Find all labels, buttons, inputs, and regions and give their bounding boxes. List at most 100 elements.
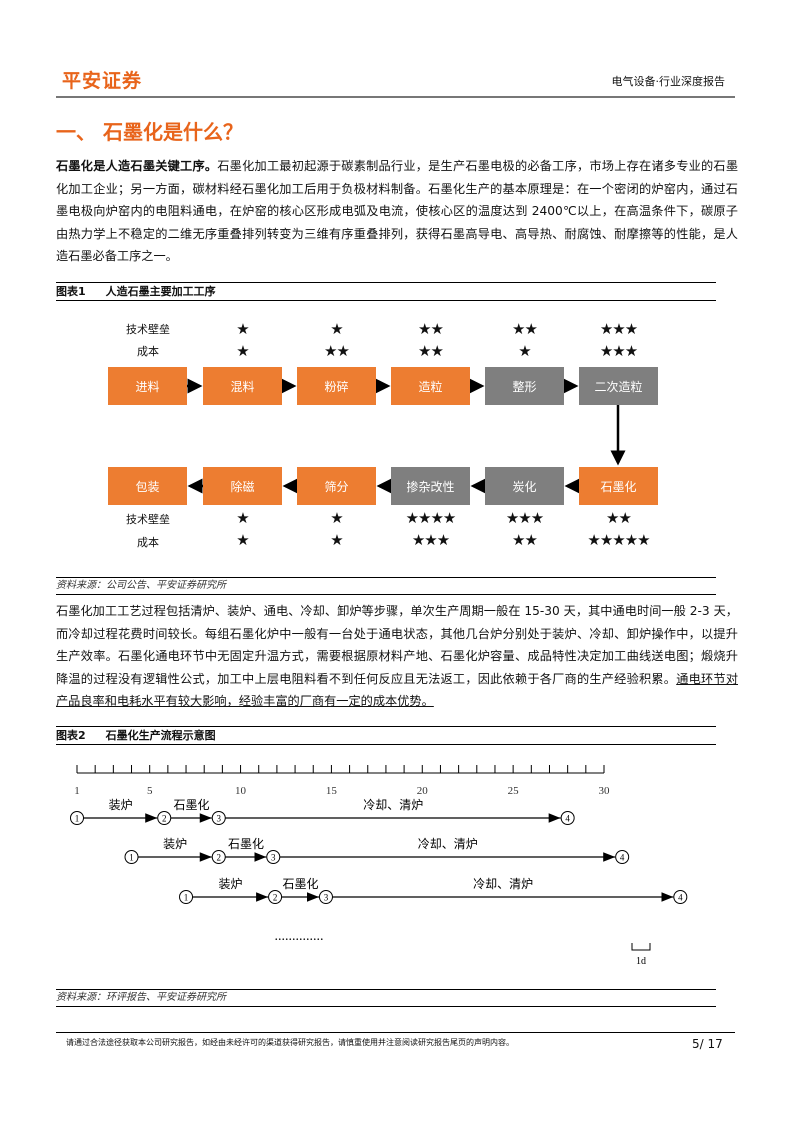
ellipsis: ..............	[275, 929, 324, 944]
stage-node-label: 3	[216, 814, 221, 824]
stage-node-label: 2	[162, 814, 167, 824]
stage-label: 冷却、清炉	[363, 798, 423, 812]
stage-node-label: 2	[216, 853, 221, 863]
figure2-source: 资料来源：环评报告、平安证券研究所	[56, 989, 716, 1007]
row-label-barrier: 技术壁垒	[126, 513, 170, 526]
stage-node-label: 2	[273, 893, 278, 903]
ruler-tick-label: 15	[326, 785, 338, 797]
rating-stars-barrier: ★	[330, 320, 343, 338]
figure2-caption: 石墨化生产流程示意图	[105, 729, 216, 742]
ruler-tick-label: 25	[508, 785, 520, 797]
rating-stars-barrier: ★★★	[505, 509, 544, 527]
rating-stars-cost: ★★	[512, 531, 538, 549]
rating-stars-cost: ★★★	[411, 531, 450, 549]
ruler-tick-label: 5	[147, 785, 153, 797]
paragraph-text: 石墨化加工工艺过程包括清炉、装炉、通电、冷却、卸炉等步骤，单次生产周期一般在 1…	[56, 604, 738, 686]
process-step-box: 二次造粒	[579, 367, 658, 405]
scale-bar	[631, 943, 651, 951]
process-step-box: 除磁	[203, 467, 282, 505]
process-step-box: 进料	[108, 367, 187, 405]
footer-divider	[56, 1032, 735, 1033]
stage-node	[70, 811, 84, 825]
rating-stars-cost: ★	[518, 342, 531, 360]
process-step-box: 炭化	[485, 467, 564, 505]
stage-node-label: 4	[620, 853, 625, 863]
flow-arrows	[187, 378, 626, 494]
rating-stars-barrier: ★★	[512, 320, 538, 338]
paragraph-lead: 石墨化是人造石墨关键工序。	[56, 159, 218, 173]
ruler-tick-label: 30	[599, 785, 611, 797]
rating-stars-barrier: ★★	[418, 320, 444, 338]
scale-label: 1d	[636, 956, 646, 967]
rating-stars-cost: ★★	[324, 342, 350, 360]
process-step-box: 石墨化	[579, 467, 658, 505]
footer-disclaimer: 请通过合法途径获取本公司研究报告，如经由未经许可的渠道获得研究报告，请慎重使用并…	[66, 1038, 514, 1047]
stage-node	[673, 890, 688, 904]
stage-label: 石墨化	[283, 877, 319, 891]
figure1-title: 图表1 人造石墨主要加工工序	[56, 282, 716, 301]
stage-label: 石墨化	[173, 798, 209, 812]
rating-stars-barrier: ★	[236, 320, 249, 338]
underlined-conclusion: 通电环节对产品良率和电耗水平有较大影响，经验丰富的厂商有一定的成本优势。	[56, 671, 739, 709]
row-label-cost: 成本	[137, 345, 159, 358]
process-step-box: 包装	[108, 467, 187, 505]
stage-node	[211, 811, 226, 825]
ruler-tick-label: 20	[417, 785, 429, 797]
row-label-cost: 成本	[137, 536, 159, 549]
paragraph-1: 石墨化是人造石墨关键工序。石墨化加工最初起源于碳素制品行业，是生产石墨电极的必备…	[56, 155, 738, 268]
ruler-tick-label: 10	[235, 785, 247, 797]
stage-node	[124, 850, 139, 864]
header-divider	[56, 96, 735, 98]
figure1-source: 资料来源：公司公告、平安证券研究所	[56, 577, 716, 595]
graphitization-timeline-diagram: 1 5 10 15 20 25 301 2 3 4装炉 石墨化 冷却、清炉1 2 3 4装炉 石墨化 冷却、清炉…	[70, 765, 688, 967]
process-step-box: 造粒	[391, 367, 470, 405]
paragraph-text: 石墨化加工最初起源于碳素制品行业，是生产石墨电极的必备工序，市场上存在诸多专业的…	[56, 159, 739, 263]
process-step-box: 整形	[485, 367, 564, 405]
report-type: 电气设备·行业深度报告	[611, 75, 726, 88]
stage-label: 装炉	[109, 798, 133, 812]
stage-node-label: 4	[678, 893, 683, 903]
stage-node	[211, 850, 226, 864]
stage-node	[266, 850, 281, 864]
stage-label: 石墨化	[228, 837, 264, 851]
stage-node-label: 1	[184, 893, 189, 903]
rating-stars-cost: ★	[330, 531, 343, 549]
stage-node	[560, 811, 575, 825]
process-step-box: 粉碎	[297, 367, 376, 405]
rating-stars-barrier: ★	[236, 509, 249, 527]
stage-node	[179, 890, 194, 904]
stage-node	[615, 850, 630, 864]
process-step-box: 筛分	[297, 467, 376, 505]
figure1-caption: 人造石墨主要加工工序	[105, 285, 216, 298]
figure1-label: 图表1	[56, 285, 86, 298]
process-step-box: 混料	[203, 367, 282, 405]
stage-label: 装炉	[163, 837, 187, 851]
rating-stars-barrier: ★★★	[599, 320, 638, 338]
rating-stars-barrier: ★★★★	[405, 509, 457, 527]
stage-node	[268, 890, 283, 904]
figure2-label: 图表2	[56, 729, 86, 742]
figure2-title: 图表2 石墨化生产流程示意图	[56, 726, 716, 745]
stage-node	[157, 811, 172, 825]
rating-stars-cost: ★★	[418, 342, 444, 360]
process-flow-diagram: 技术壁垒 成本 技术壁垒 成本 进料 ★ ★ 混料 ★ ★★ 粉碎 ★★ ★★ 造粒 ★★ ★ 整形 ★★…	[108, 320, 658, 549]
rating-stars-barrier: ★★	[606, 509, 632, 527]
process-step-box: 掺杂改性	[391, 467, 470, 505]
row-label-barrier: 技术壁垒	[126, 323, 170, 336]
section-title: 一、 石墨化是什么？	[56, 120, 243, 144]
rating-stars-cost: ★	[236, 342, 249, 360]
stage-node	[318, 890, 333, 904]
stage-node-label: 1	[129, 853, 134, 863]
stage-node-label: 1	[75, 814, 80, 824]
company-logo: 平安证券	[62, 70, 143, 92]
stage-label: 装炉	[219, 877, 243, 891]
stage-node-label: 3	[271, 853, 276, 863]
paragraph-2: 石墨化加工工艺过程包括清炉、装炉、通电、冷却、卸炉等步骤，单次生产周期一般在 1…	[56, 600, 738, 713]
stage-label: 冷却、清炉	[418, 837, 478, 851]
stage-node-label: 3	[324, 893, 329, 903]
rating-stars-cost: ★★★	[599, 342, 638, 360]
stage-node-label: 4	[565, 814, 570, 824]
ruler-tick-label: 1	[74, 785, 80, 797]
rating-stars-cost: ★★★★★	[587, 531, 650, 549]
rating-stars-cost: ★	[236, 531, 249, 549]
